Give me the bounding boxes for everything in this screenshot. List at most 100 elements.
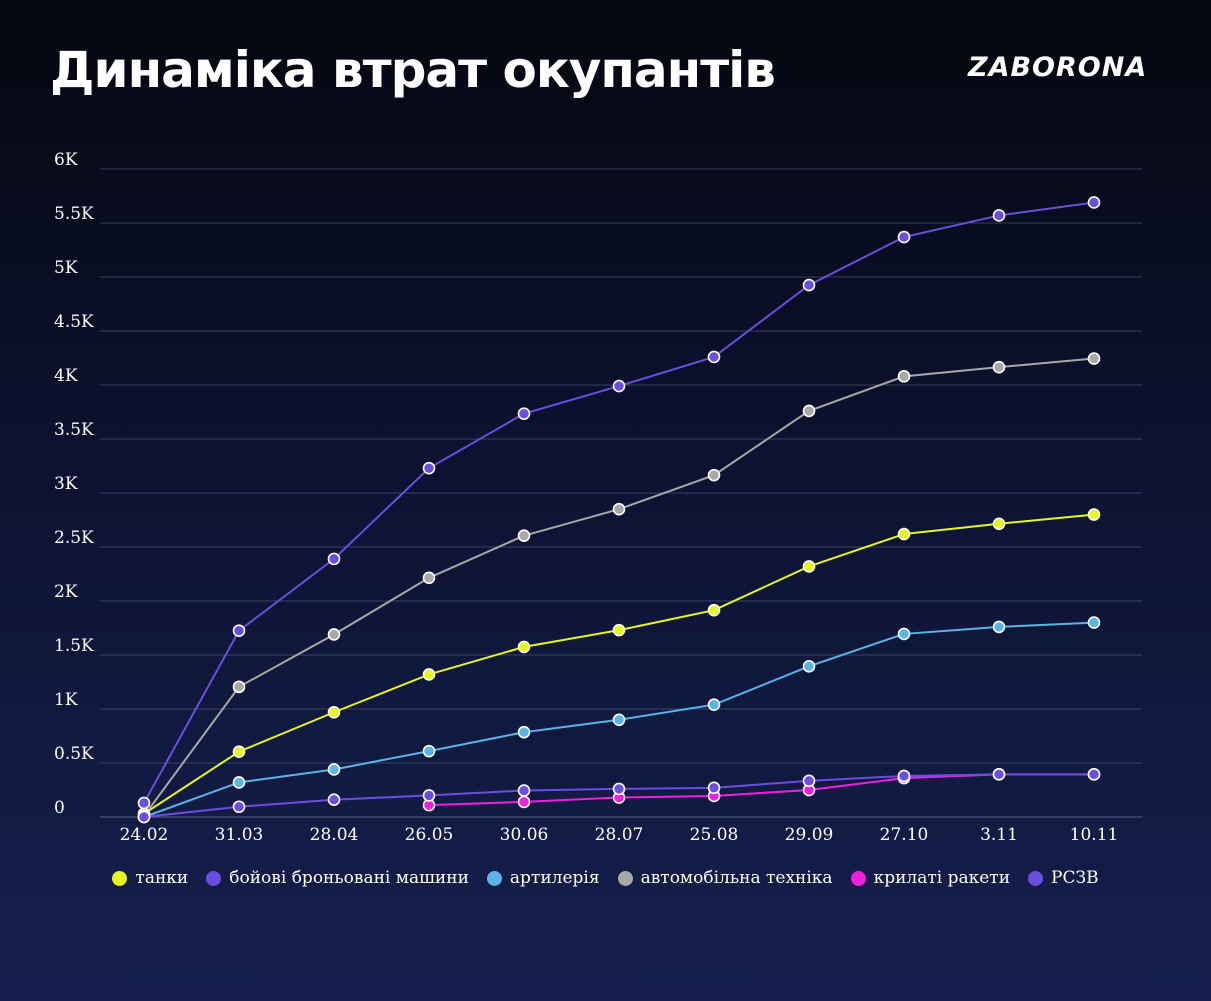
data-point	[422, 744, 436, 758]
data-point	[232, 624, 246, 638]
y-tick-label: 2K	[54, 582, 78, 602]
data-point	[897, 627, 911, 641]
data-point	[707, 698, 721, 711]
chart-legend: танки бойові броньовані машини артилерія ав…	[0, 868, 1211, 888]
brand-logo: ZABORONA	[968, 52, 1148, 83]
data-point	[992, 517, 1006, 531]
legend-item: РСЗВ	[1028, 868, 1099, 888]
data-point	[897, 370, 911, 383]
y-tick-label: 3K	[54, 474, 78, 494]
data-point	[1087, 768, 1101, 781]
data-point	[802, 560, 816, 573]
data-point	[897, 230, 911, 244]
y-tick-label: 4K	[54, 366, 78, 386]
legend-swatch	[1028, 870, 1044, 886]
data-point	[232, 800, 246, 814]
data-point	[802, 278, 816, 292]
data-point	[897, 769, 911, 783]
data-point	[707, 781, 721, 795]
x-tick-label: 30.06	[500, 825, 549, 845]
data-point	[327, 705, 341, 719]
data-point	[897, 527, 911, 541]
x-tick-label: 29.09	[785, 825, 834, 845]
y-tick-label: 5.5K	[54, 204, 94, 224]
x-tick-label: 10.11	[1070, 825, 1119, 845]
data-point	[1087, 352, 1101, 365]
y-tick-label: 6K	[54, 150, 78, 170]
y-tick-label: 1K	[54, 690, 78, 710]
x-tick-label: 31.03	[215, 825, 264, 845]
x-tick-label: 25.08	[690, 825, 739, 845]
data-point	[327, 552, 341, 566]
legend-swatch	[617, 870, 633, 886]
legend-item: танки	[112, 868, 188, 888]
data-point	[992, 209, 1006, 222]
legend-label: крилаті ракети	[873, 868, 1011, 888]
y-tick-label: 3.5K	[54, 420, 94, 440]
series-line	[143, 513, 1095, 815]
x-tick-label: 27.10	[880, 825, 929, 845]
y-tick-label: 4.5K	[54, 312, 94, 332]
data-point	[422, 789, 436, 802]
data-point	[327, 793, 341, 807]
data-point	[992, 360, 1006, 374]
data-point	[707, 468, 721, 482]
y-tick-label: 0.5K	[54, 744, 94, 764]
legend-item: автомобільна техніка	[617, 868, 833, 888]
data-point	[612, 502, 626, 516]
y-tick-label: 1.5K	[54, 636, 94, 656]
x-tick-label: 3.11	[980, 825, 1018, 845]
data-point	[232, 745, 246, 758]
x-tick-label: 28.07	[595, 825, 644, 845]
y-tick-label: 2.5K	[54, 528, 94, 548]
series-line	[143, 357, 1095, 817]
data-point	[327, 763, 341, 776]
data-point	[422, 668, 436, 681]
legend-swatch	[486, 870, 502, 886]
data-point	[1087, 616, 1101, 629]
data-point	[517, 795, 531, 809]
legend-swatch	[850, 870, 866, 886]
data-point	[232, 776, 246, 789]
data-point	[612, 782, 626, 796]
y-tick-label: 0	[54, 798, 65, 818]
y-tick-label: 5K	[54, 258, 78, 278]
legend-label: артилерія	[509, 868, 600, 888]
legend-item: бойові броньовані машини	[206, 868, 469, 888]
data-point	[137, 796, 151, 810]
x-tick-label: 24.02	[120, 825, 169, 845]
data-point	[517, 407, 531, 420]
legend-label: РСЗВ	[1051, 868, 1099, 888]
data-point	[992, 620, 1006, 634]
legend-label: автомобільна техніка	[640, 868, 833, 888]
data-point	[1087, 196, 1101, 209]
data-point	[517, 640, 531, 654]
data-point	[517, 529, 531, 542]
data-point	[802, 774, 816, 788]
data-point	[707, 603, 721, 617]
legend-item: артилерія	[486, 868, 600, 888]
data-point	[612, 379, 626, 393]
legend-label: бойові броньовані машини	[229, 868, 469, 888]
legend-swatch	[112, 870, 128, 886]
x-tick-label: 28.04	[310, 825, 359, 845]
data-point	[1087, 508, 1101, 521]
data-point	[992, 768, 1006, 781]
legend-label: танки	[135, 868, 189, 888]
x-tick-label: 26.05	[405, 825, 454, 845]
data-point	[612, 623, 626, 637]
legend-item: крилаті ракети	[850, 868, 1011, 888]
data-point	[707, 350, 721, 364]
data-point	[422, 571, 436, 585]
data-point	[327, 628, 341, 641]
series-line	[143, 201, 1095, 804]
data-point	[517, 784, 531, 797]
data-point	[137, 810, 151, 824]
page-title: Динаміка втрат окупантів	[50, 41, 776, 99]
data-point	[232, 680, 246, 694]
legend-swatch	[206, 870, 222, 886]
data-point	[612, 713, 626, 727]
data-point	[802, 404, 816, 418]
data-point	[802, 660, 816, 673]
